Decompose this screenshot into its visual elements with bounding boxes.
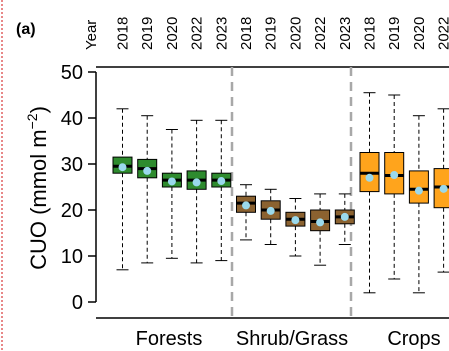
year-label-forests-2018: 2018	[115, 17, 132, 50]
mean-point-crops-2018	[365, 173, 374, 182]
mean-point-shrub-grass-2023	[340, 212, 349, 221]
mean-point-crops-2019	[390, 171, 399, 180]
y-axis-title-superscript: −2	[24, 113, 40, 129]
group-label-shrub-grass: Shrub/Grass	[236, 328, 348, 350]
mean-point-shrub-grass-2019	[266, 206, 275, 215]
year-label-shrub-grass-2022: 2022	[312, 17, 329, 50]
year-label-forests-2019: 2019	[139, 17, 156, 50]
mean-point-crops-2022	[439, 184, 448, 193]
mean-point-shrub-grass-2022	[316, 218, 325, 227]
y-tick-label-30: 30	[61, 154, 83, 176]
year-label-crops-2019: 2019	[386, 17, 403, 50]
panel-label: (a)	[16, 21, 36, 38]
group-label-forests: Forests	[136, 328, 203, 350]
y-axis-title: CUO (mmol m−2)	[24, 106, 51, 270]
svg-text:CUO (mmol m−2): CUO (mmol m−2)	[24, 106, 51, 270]
year-label-shrub-grass-2018: 2018	[238, 17, 255, 50]
y-tick-label-20: 20	[61, 200, 83, 222]
year-label-crops-2022: 2022	[436, 17, 449, 50]
year-label-shrub-grass-2019: 2019	[263, 17, 280, 50]
y-axis-title-text: CUO (mmol m	[26, 129, 51, 270]
mean-point-forests-2022	[192, 178, 201, 187]
group-label-crops: Crops	[387, 328, 440, 350]
year-label-crops-2020: 2020	[411, 17, 428, 50]
y-tick-label-40: 40	[61, 108, 83, 130]
mean-point-crops-2020	[414, 186, 423, 195]
y-tick-label-0: 0	[72, 292, 83, 314]
mean-point-forests-2018	[118, 163, 127, 172]
year-label-shrub-grass-2020: 2020	[287, 17, 304, 50]
mean-point-forests-2019	[143, 166, 152, 175]
year-label-forests-2020: 2020	[164, 17, 181, 50]
year-label-forests-2023: 2023	[213, 17, 230, 50]
mean-point-shrub-grass-2018	[242, 201, 250, 210]
plot-area: 0 10 20 30 40 50 2018 2019 2020 2022 2023 2018 2019 2…	[61, 17, 449, 350]
y-axis-title-close: )	[26, 106, 51, 113]
year-label-shrub-grass-2023: 2023	[337, 17, 354, 50]
mean-point-forests-2020	[167, 177, 176, 186]
mean-point-shrub-grass-2020	[291, 216, 300, 225]
y-tick-label-10: 10	[61, 246, 83, 268]
mean-point-forests-2023	[217, 177, 226, 186]
year-label-forests-2022: 2022	[189, 17, 206, 50]
year-label-crops-2018: 2018	[362, 17, 379, 50]
year-header: Year	[83, 20, 100, 50]
y-tick-label-50: 50	[61, 62, 83, 84]
